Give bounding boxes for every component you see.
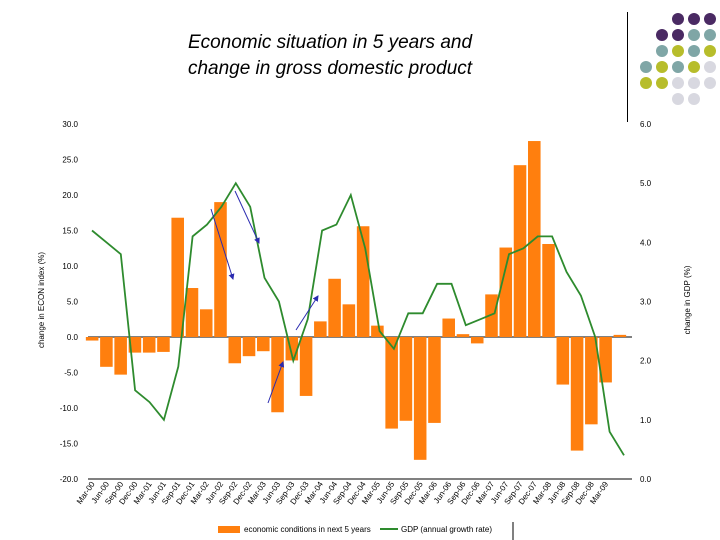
bar-econ <box>314 321 327 337</box>
bar-econ <box>128 337 142 353</box>
bar-econ <box>599 337 612 383</box>
y2-tick-label: 4.0 <box>640 238 652 247</box>
y-tick-label: 20.0 <box>62 191 78 200</box>
legend-label-gdp: GDP (annual growth rate) <box>401 525 492 534</box>
legend-label-econ: economic conditions in next 5 years <box>244 525 371 534</box>
decor-dot <box>640 61 652 73</box>
decor-dot <box>656 61 668 73</box>
bar-econ <box>456 334 470 337</box>
slide-title-line-1: Economic situation in 5 years and <box>187 32 473 53</box>
bar-econ <box>157 337 170 352</box>
y2-tick-label: 3.0 <box>640 298 652 307</box>
decor-dot <box>672 29 684 41</box>
decor-dot <box>688 61 700 73</box>
bar-econ <box>142 337 156 353</box>
annotation-arrow <box>234 190 260 244</box>
y-tick-label: 5.0 <box>67 298 79 307</box>
y2-tick-label: 5.0 <box>640 179 652 188</box>
decor-dot <box>704 61 716 73</box>
decor-dot <box>688 45 700 57</box>
bar-econ <box>570 337 584 451</box>
bar-econ <box>499 247 513 337</box>
line-gdp <box>91 181 625 456</box>
y-tick-label: -20.0 <box>60 475 79 484</box>
annotation-arrow <box>295 295 319 331</box>
y-tick-label: -10.0 <box>60 404 79 413</box>
annotation-arrow <box>267 361 285 404</box>
y-tick-label: 0.0 <box>67 333 79 342</box>
bar-econ <box>214 202 227 337</box>
slide-title: Economic situation in 5 years and change… <box>150 30 510 82</box>
decor-dot <box>704 77 716 89</box>
bar-econ <box>542 243 555 337</box>
bar-econ <box>199 309 213 337</box>
y2-tick-label: 1.0 <box>640 416 652 425</box>
y-tick-label: 30.0 <box>62 120 78 129</box>
y-tick-label: -15.0 <box>60 440 79 449</box>
decor-dot <box>688 13 700 25</box>
bar-econ <box>171 217 184 337</box>
bar-econ <box>257 337 270 352</box>
bar-econ <box>185 288 199 337</box>
bar-econ <box>100 337 113 367</box>
y-tick-label: -5.0 <box>64 369 78 378</box>
decor-dot <box>688 77 700 89</box>
bar-econ <box>399 337 413 421</box>
bar-econ <box>242 337 256 357</box>
bar-econ <box>470 337 484 344</box>
bar-econ <box>271 337 284 413</box>
decor-dot <box>672 13 684 25</box>
bar-econ <box>556 337 570 385</box>
bar-econ <box>428 337 441 423</box>
decor-dot <box>704 29 716 41</box>
y2-tick-label: 6.0 <box>640 120 652 129</box>
legend-swatch-econ <box>218 526 240 533</box>
decor-dot <box>672 93 684 105</box>
bar-econ <box>328 278 341 337</box>
decor-dot <box>640 77 652 89</box>
y-tick-label: 15.0 <box>62 227 78 236</box>
bar-econ <box>485 294 498 337</box>
chart-legend: economic conditions in next 5 years GDP … <box>218 522 514 540</box>
bar-econ <box>413 337 427 460</box>
decor-dot <box>672 45 684 57</box>
decor-dot <box>704 13 716 25</box>
y2-axis-label: change in GDP (%) <box>683 265 692 334</box>
decor-dot <box>656 45 668 57</box>
decor-dot <box>672 77 684 89</box>
bar-econ <box>585 337 598 425</box>
bar-econ <box>228 337 242 364</box>
y-tick-label: 10.0 <box>62 262 78 271</box>
bar-econ <box>613 334 627 337</box>
bar-econ <box>385 337 398 429</box>
bar-econ <box>85 337 99 341</box>
y-tick-label: 25.0 <box>62 156 78 165</box>
bar-econ <box>513 165 527 337</box>
decor-dot <box>672 61 684 73</box>
y-axis-label: change in ECON index (%) <box>37 252 46 348</box>
decor-dot <box>704 45 716 57</box>
y2-tick-label: 0.0 <box>640 475 652 484</box>
decor-dot <box>656 29 668 41</box>
decor-dot <box>656 77 668 89</box>
bar-econ <box>342 304 356 337</box>
bar-econ <box>442 318 455 337</box>
bar-econ <box>114 337 127 375</box>
slide-title-line-2: change in gross domestic product <box>187 58 473 79</box>
decor-dot <box>688 93 700 105</box>
decor-dot <box>688 29 700 41</box>
bar-econ <box>299 337 313 396</box>
y2-tick-label: 2.0 <box>640 357 652 366</box>
bar-econ <box>371 325 384 337</box>
annotation-arrow <box>210 208 235 280</box>
decorative-vertical-rule <box>627 12 628 122</box>
